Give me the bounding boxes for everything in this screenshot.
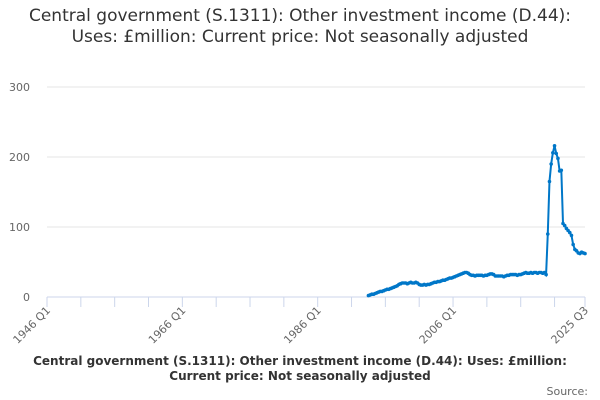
data-line bbox=[368, 145, 586, 297]
data-point bbox=[547, 179, 552, 184]
data-point bbox=[569, 233, 574, 238]
data-point bbox=[549, 162, 553, 166]
data-point bbox=[556, 156, 560, 161]
data-point bbox=[571, 242, 575, 247]
data-point bbox=[544, 272, 548, 277]
data-point bbox=[552, 144, 557, 148]
data-point bbox=[545, 232, 550, 236]
y-tick-label: 200 bbox=[9, 151, 30, 164]
data-point bbox=[562, 223, 567, 228]
source-label: Source: bbox=[546, 385, 589, 398]
x-tick-label: 1986 Q1 bbox=[281, 304, 324, 347]
y-tick-label: 300 bbox=[9, 81, 30, 94]
chart-title: Central government (S.1311): Other inves… bbox=[28, 6, 572, 47]
x-tick-label: 1966 Q1 bbox=[146, 304, 189, 347]
data-point bbox=[583, 251, 587, 256]
chart-caption: Central government (S.1311): Other inves… bbox=[33, 354, 567, 383]
y-tick-label: 0 bbox=[23, 291, 30, 304]
y-tick-label: 100 bbox=[9, 221, 30, 234]
x-tick-label: 2006 Q1 bbox=[417, 304, 460, 347]
data-point bbox=[554, 151, 559, 156]
x-tick-label: 1946 Q1 bbox=[11, 304, 54, 347]
data-point bbox=[559, 168, 564, 173]
x-tick-label: 2025 Q3 bbox=[549, 304, 592, 347]
data-point bbox=[567, 230, 572, 235]
data-point bbox=[551, 151, 555, 155]
